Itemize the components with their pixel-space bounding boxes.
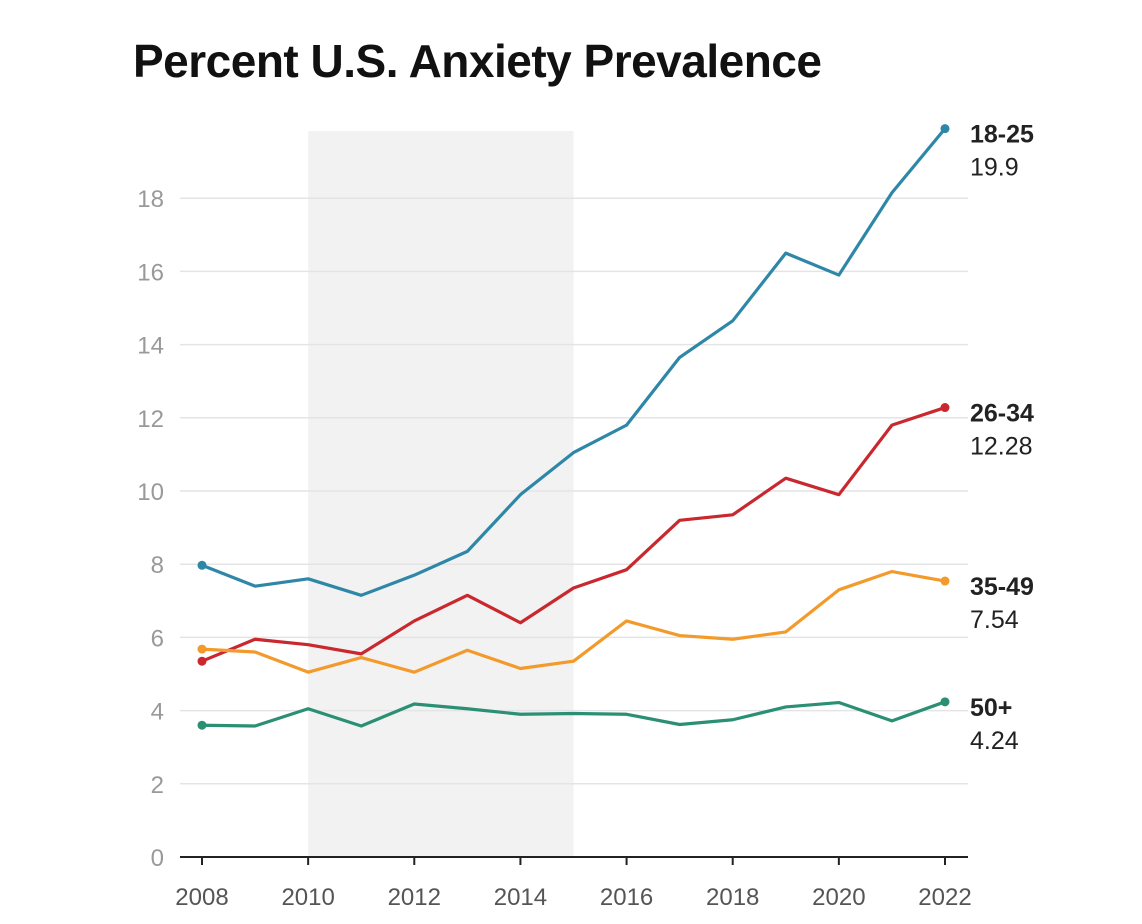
series-label-35-49: 35-49 (970, 573, 1034, 601)
x-tick-label: 2022 (918, 884, 971, 911)
end-point-50+ (940, 697, 950, 707)
y-tick-label: 14 (137, 333, 164, 360)
y-tick-label: 8 (151, 552, 164, 579)
x-tick-label: 2018 (706, 884, 759, 911)
x-tick-label: 2010 (281, 884, 334, 911)
end-point-26-34 (940, 403, 950, 413)
y-tick-label: 6 (151, 625, 164, 652)
x-tick-label: 2008 (175, 884, 228, 911)
series-line-26-34 (200, 405, 947, 663)
series-line-35-49 (200, 569, 947, 674)
x-tick-label: 2014 (494, 884, 547, 911)
end-point-18-25 (940, 124, 950, 134)
series-value-18-25: 19.9 (970, 154, 1019, 182)
end-point-35-49 (940, 576, 950, 586)
y-tick-label: 10 (137, 479, 164, 506)
start-point-50+ (197, 720, 207, 730)
start-point-35-49 (197, 644, 207, 654)
series-value-50+: 4.24 (970, 727, 1019, 755)
y-tick-label: 0 (151, 845, 164, 872)
y-tick-label: 16 (137, 259, 164, 286)
y-tick-label: 2 (151, 772, 164, 799)
start-point-18-25 (197, 560, 207, 570)
series-line-18-25 (200, 127, 947, 597)
x-tick-label: 2012 (388, 884, 441, 911)
series-label-50+: 50+ (970, 694, 1012, 722)
x-tick-label: 2016 (600, 884, 653, 911)
shaded-region (308, 131, 574, 857)
y-tick-label: 4 (151, 699, 164, 726)
chart-title: Percent U.S. Anxiety Prevalence (133, 35, 822, 87)
y-tick-label: 18 (137, 186, 164, 213)
start-point-26-34 (197, 656, 207, 666)
y-tick-label: 12 (137, 406, 164, 433)
series-line-50+ (200, 700, 947, 728)
x-tick-label: 2020 (812, 884, 865, 911)
series-value-26-34: 12.28 (970, 433, 1033, 461)
series-label-18-25: 18-25 (970, 121, 1034, 149)
series-value-35-49: 7.54 (970, 606, 1019, 634)
series-label-26-34: 26-34 (970, 400, 1034, 428)
